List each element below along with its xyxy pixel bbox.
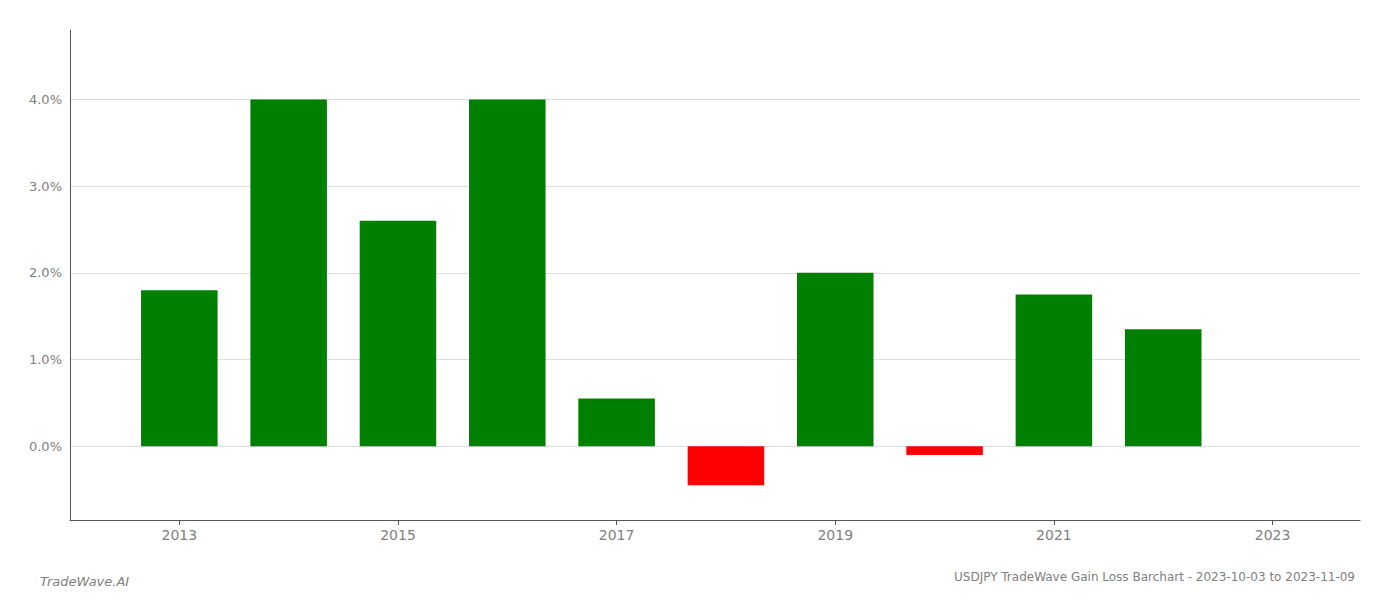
svg-text:TradeWave.AI: TradeWave.AI [40,574,129,589]
svg-text:2021: 2021 [1036,527,1072,543]
svg-text:1.0%: 1.0% [29,352,62,367]
svg-text:3.0%: 3.0% [29,179,62,194]
svg-text:2023: 2023 [1255,527,1291,543]
svg-text:0.0%: 0.0% [29,439,62,454]
svg-text:USDJPY TradeWave Gain Loss Bar: USDJPY TradeWave Gain Loss Barchart - 20… [954,570,1355,584]
svg-text:2013: 2013 [162,527,198,543]
svg-text:2015: 2015 [380,527,416,543]
svg-text:2017: 2017 [599,527,635,543]
svg-text:2.0%: 2.0% [29,265,62,280]
svg-text:2019: 2019 [817,527,853,543]
svg-text:4.0%: 4.0% [29,92,62,107]
